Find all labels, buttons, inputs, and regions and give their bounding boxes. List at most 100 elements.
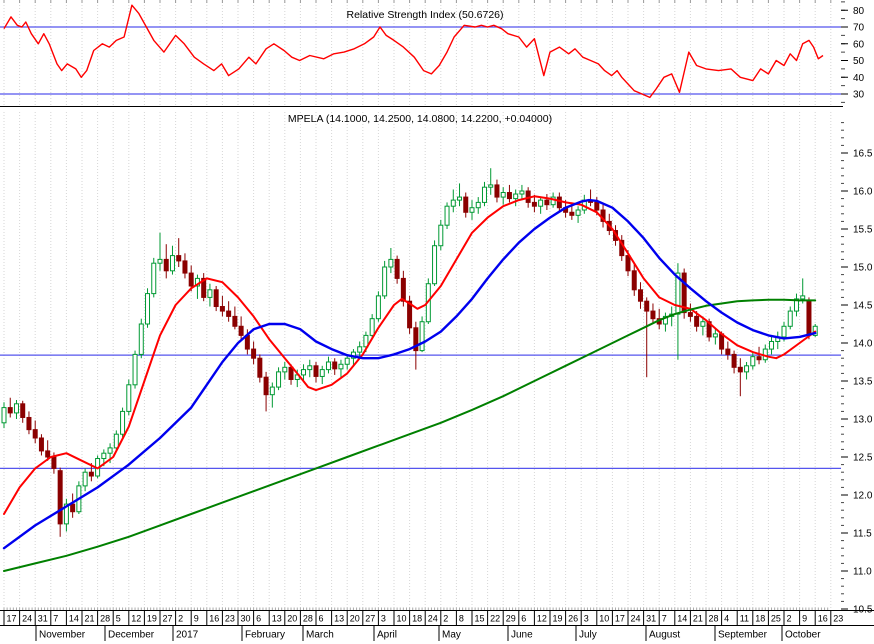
month-label: February [245, 630, 285, 641]
candle [744, 362, 750, 380]
ma-mid-line [2, 198, 817, 550]
candle [70, 493, 76, 518]
candle [1, 402, 7, 429]
candle [207, 283, 213, 307]
week-label: 14 [677, 614, 687, 624]
candle [325, 356, 331, 374]
week-label: 16 [209, 614, 219, 624]
candle [276, 367, 282, 391]
candle [120, 407, 126, 438]
candle [45, 440, 51, 461]
candle [519, 184, 525, 201]
week-label: 31 [646, 614, 656, 624]
candle [687, 303, 693, 322]
candle [438, 219, 444, 251]
candle [301, 364, 307, 381]
month-label: August [649, 630, 680, 641]
candle [132, 350, 138, 389]
week-label: 16 [818, 614, 828, 624]
week-label: 2 [787, 614, 792, 624]
rsi-panel: Relative Strength Index (50.6726) 80 70 60… [0, 1, 865, 103]
candle [201, 273, 207, 302]
candle [769, 336, 775, 355]
candle [251, 341, 257, 365]
candle [338, 359, 344, 378]
ma-fast-line [3, 195, 817, 515]
candle [432, 240, 438, 286]
week-label: 20 [350, 614, 360, 624]
candle [369, 314, 375, 340]
candle [419, 316, 425, 353]
price-tick-label: 13.0 [853, 415, 873, 426]
candle [182, 253, 188, 279]
candle [650, 303, 656, 324]
rsi-tick-label: 40 [853, 73, 865, 84]
week-label: 22 [490, 614, 500, 624]
rsi-title: Relative Strength Index (50.6726) [346, 9, 503, 21]
candle [157, 232, 163, 271]
week-label: 29 [506, 614, 516, 624]
candle [481, 181, 487, 207]
candle [475, 197, 481, 214]
candle [444, 202, 450, 229]
week-label: 31 [38, 614, 48, 624]
candle [344, 354, 350, 370]
candle [494, 179, 500, 203]
week-label: 9 [802, 614, 807, 624]
week-label: 13 [334, 614, 344, 624]
rsi-reference-lines [0, 26, 841, 95]
candle [556, 192, 562, 213]
candle [282, 362, 288, 380]
candle [506, 184, 512, 203]
week-label: 21 [693, 614, 703, 624]
candle [32, 420, 38, 444]
candle [513, 189, 519, 207]
week-label: 6 [319, 614, 324, 624]
price-tick-label: 16.5 [853, 149, 873, 160]
candle [375, 291, 381, 322]
month-label: November [39, 630, 86, 641]
price-tick-label: 12.0 [853, 491, 873, 502]
candle [138, 318, 144, 359]
week-label: 4 [724, 614, 729, 624]
candle [644, 297, 650, 378]
candle [263, 371, 269, 412]
candle [575, 206, 581, 223]
price-tick-label: 12.5 [853, 453, 873, 464]
candle [257, 354, 263, 383]
week-label: 20 [287, 614, 297, 624]
candle [725, 341, 731, 360]
price-axis: 16.5 16.0 15.5 15.0 14.5 14.0 13.5 13.0 12.5 12.0… [841, 122, 873, 616]
candle [500, 187, 506, 205]
candle [631, 263, 637, 296]
month-label: May [442, 630, 461, 641]
week-label: 7 [662, 614, 667, 624]
week-label: 17 [7, 614, 17, 624]
candle [457, 183, 463, 207]
candle [307, 359, 313, 378]
week-label: 30 [241, 614, 251, 624]
candle [232, 306, 238, 330]
price-tick-label: 14.0 [853, 339, 873, 350]
week-label: 23 [833, 614, 843, 624]
week-label: 18 [755, 614, 765, 624]
week-label: 17 [615, 614, 625, 624]
week-label: 25 [771, 614, 781, 624]
candle [213, 286, 219, 312]
candle [450, 189, 456, 213]
week-label: 12 [131, 614, 141, 624]
candle [269, 382, 275, 408]
candle [238, 316, 244, 340]
week-label: 19 [553, 614, 563, 624]
week-label: 23 [225, 614, 235, 624]
candle [662, 312, 668, 332]
week-label: 18 [412, 614, 422, 624]
week-label: 26 [568, 614, 578, 624]
week-label: 19 [147, 614, 157, 624]
week-label: 2 [178, 614, 183, 624]
candle [812, 324, 818, 337]
week-label: 9 [194, 614, 199, 624]
rsi-tick-label: 80 [853, 6, 865, 17]
